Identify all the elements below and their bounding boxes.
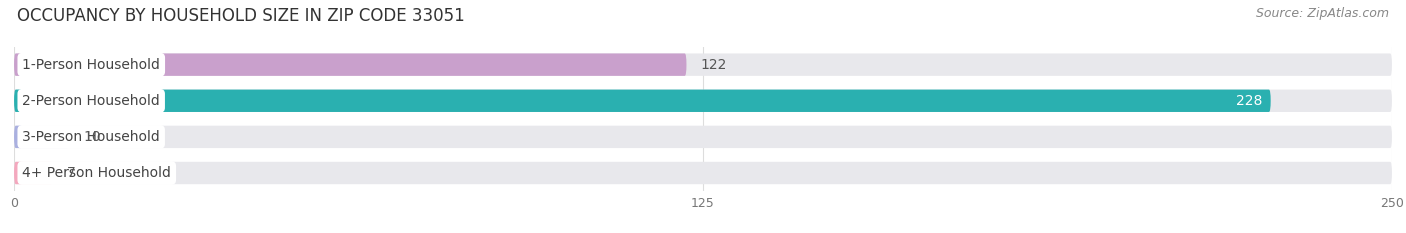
Text: 228: 228 [1236, 94, 1263, 108]
FancyBboxPatch shape [14, 89, 1392, 112]
FancyBboxPatch shape [14, 89, 1271, 112]
FancyBboxPatch shape [14, 162, 1392, 184]
Text: 122: 122 [700, 58, 727, 72]
Text: OCCUPANCY BY HOUSEHOLD SIZE IN ZIP CODE 33051: OCCUPANCY BY HOUSEHOLD SIZE IN ZIP CODE … [17, 7, 464, 25]
Text: 4+ Person Household: 4+ Person Household [22, 166, 172, 180]
Text: Source: ZipAtlas.com: Source: ZipAtlas.com [1256, 7, 1389, 20]
FancyBboxPatch shape [14, 126, 1392, 148]
Text: 1-Person Household: 1-Person Household [22, 58, 160, 72]
Text: 2-Person Household: 2-Person Household [22, 94, 160, 108]
Text: 3-Person Household: 3-Person Household [22, 130, 160, 144]
FancyBboxPatch shape [14, 53, 1392, 76]
FancyBboxPatch shape [14, 126, 69, 148]
Text: 7: 7 [66, 166, 75, 180]
FancyBboxPatch shape [14, 53, 686, 76]
FancyBboxPatch shape [14, 162, 52, 184]
Text: 10: 10 [83, 130, 101, 144]
